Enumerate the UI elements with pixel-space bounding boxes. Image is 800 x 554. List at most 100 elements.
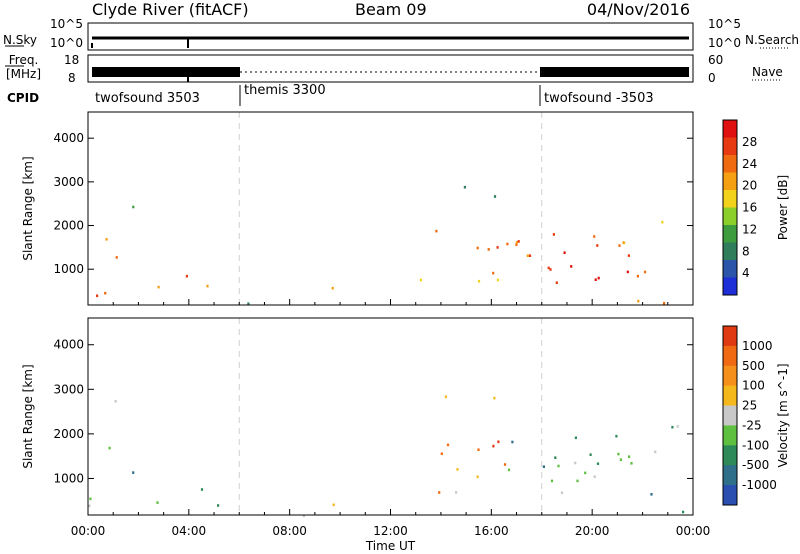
power-ytick-label: 2000	[53, 219, 84, 233]
vel-colorbar-segment	[723, 445, 737, 466]
power-colorbar-tick-label: 16	[742, 201, 757, 215]
power-data-cell	[596, 244, 599, 247]
nave-tick-bottom: 0	[708, 71, 716, 85]
power-frame	[87, 111, 694, 306]
vel-colorbar-tick-label: -100	[742, 438, 769, 452]
beam-label: Beam 09	[355, 0, 427, 19]
x-tick-label: 00:00	[676, 524, 711, 538]
velocity-panel: 1000 2000 3000 4000 00:00 04:00 08:00 12:00 16:0…	[21, 317, 790, 553]
freq-tick-bottom: 8	[68, 71, 76, 85]
power-colorbar-tick-label: 12	[742, 222, 757, 236]
vel-data-cell	[217, 504, 220, 507]
x-tick-label: 20:00	[575, 524, 610, 538]
power-data-cell	[661, 220, 664, 224]
vel-data-cell	[446, 443, 450, 447]
x-tick-label: 00:00	[71, 524, 106, 538]
vel-colorbar-segment	[723, 425, 737, 446]
cpid-segment-3: twofsound -3503	[544, 91, 654, 106]
vel-data-cell	[574, 461, 577, 465]
power-y-axis-label: Slant Range [km]	[21, 156, 35, 260]
power-data-cell	[331, 286, 334, 290]
freq-label-line2: [MHz]	[6, 67, 42, 81]
power-data-cell	[247, 302, 250, 305]
power-data-cell	[637, 299, 640, 303]
vel-data-cell	[615, 434, 618, 438]
power-data-cell	[157, 285, 160, 289]
power-data-cell	[636, 274, 639, 278]
figure-title: Clyde River (fitACF)	[92, 0, 249, 19]
vel-data-cell	[132, 471, 135, 474]
power-data-cell	[96, 294, 99, 298]
vel-data-cell	[456, 468, 459, 471]
freq-block-1	[92, 67, 240, 77]
vel-data-cell	[619, 458, 622, 461]
power-data-cell	[517, 240, 520, 243]
power-data-cell	[515, 241, 519, 244]
power-colorbar-segment	[723, 277, 737, 296]
power-data-cell	[515, 243, 518, 246]
power-colorbar-tick-label: 28	[742, 135, 757, 149]
vel-data-cell	[593, 475, 596, 478]
vel-colorbar-tick-label: -25	[742, 418, 762, 432]
power-colorbar-segment	[723, 260, 737, 278]
vel-data-cell	[574, 436, 577, 440]
vel-data-cell	[455, 491, 458, 494]
vel-data-cell	[492, 444, 495, 448]
vel-ytick-label: 2000	[53, 427, 84, 441]
power-data-cell	[506, 242, 509, 246]
power-data-cell	[552, 233, 555, 236]
vel-data-cell	[88, 504, 91, 508]
power-data-cell	[570, 265, 573, 268]
vel-data-cell	[493, 396, 496, 400]
freq-label: Freq. [MHz]	[6, 53, 41, 81]
x-tick-label: 12:00	[373, 524, 408, 538]
vel-frame	[87, 317, 694, 516]
vel-data-cell	[440, 452, 443, 455]
vel-colorbar-segment	[723, 405, 737, 426]
power-data-cell	[132, 205, 135, 209]
power-data-cell	[115, 256, 118, 259]
vel-colorbar-frame	[722, 325, 738, 506]
vel-data-cell	[156, 501, 159, 504]
date-label: 04/Nov/2016	[586, 0, 690, 19]
power-data-cell	[477, 279, 481, 283]
vel-data-cell	[503, 463, 507, 466]
vel-colorbar-segment	[723, 465, 737, 486]
power-data-cell	[549, 268, 552, 271]
power-panel: 1000 2000 3000 4000 Slant Range [km] 4 8 12 16 20…	[21, 111, 790, 306]
nsearch-tick-top: 10^5	[708, 17, 741, 31]
power-data-cell	[435, 229, 438, 233]
vel-data-cell	[497, 440, 500, 444]
vel-data-cell	[200, 488, 204, 491]
power-data-cell	[496, 278, 499, 282]
vel-colorbar-label: Velocity [m s^-1]	[776, 363, 790, 467]
power-ytick-label: 1000	[53, 262, 84, 276]
power-colorbar-segment	[723, 120, 737, 138]
nsky-tick-bottom: 10^0	[50, 36, 83, 50]
vel-colorbar-tick-label: 100	[742, 379, 765, 393]
power-colorbar-segment	[723, 137, 737, 156]
power-colorbar-frame	[722, 119, 738, 296]
power-colorbar-segment	[723, 207, 737, 226]
vel-ytick-label: 3000	[53, 382, 84, 396]
power-data-cell	[419, 278, 422, 282]
x-tick-label: 16:00	[474, 524, 509, 538]
nsearch-label: N.Search	[745, 33, 800, 47]
vel-data-cell	[630, 462, 633, 465]
vel-data-cell	[302, 514, 305, 518]
power-colorbar-segment	[723, 172, 737, 191]
vel-data-cell	[554, 456, 557, 459]
vel-data-cell	[108, 446, 111, 450]
nave-tick-top: 60	[708, 53, 724, 67]
power-data-cell	[618, 244, 621, 247]
vel-colorbar-tick-label: -1000	[742, 478, 777, 492]
power-data-cell	[492, 271, 495, 275]
vel-data-cell	[584, 471, 587, 475]
power-data-cell	[105, 238, 108, 241]
vel-data-cell	[682, 510, 685, 514]
power-data-cell	[526, 254, 529, 257]
power-data-cell	[487, 248, 490, 251]
vel-colorbar-segment	[723, 345, 737, 367]
sky-panel-frame	[87, 22, 694, 51]
power-data-cell	[663, 301, 666, 305]
